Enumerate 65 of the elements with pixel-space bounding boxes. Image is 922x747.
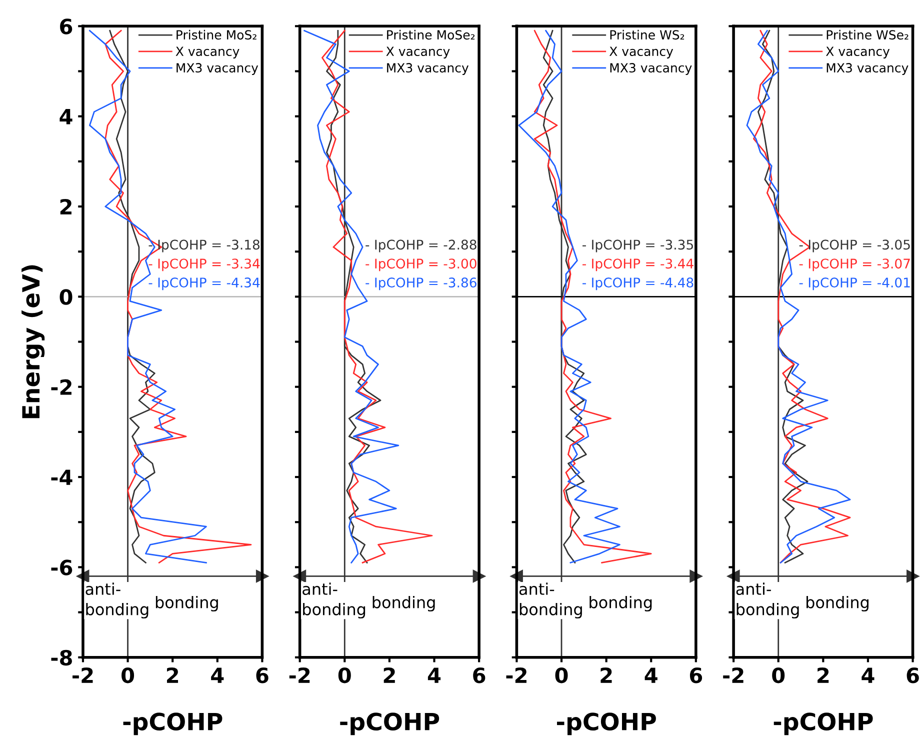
annotation: - IpCOHP = -2.88 bbox=[366, 240, 476, 252]
x-axis-title: -pCOHP bbox=[557, 712, 656, 736]
annotation: - IpCOHP = -3.18 bbox=[148, 240, 260, 252]
x-tick-label: 0 bbox=[772, 667, 785, 684]
legend-label: MX3 vacancy bbox=[610, 63, 692, 75]
annotation: - IpCOHP = -3.34 bbox=[148, 258, 260, 272]
legend-label: X vacancy bbox=[386, 46, 450, 58]
x-tick-label: 0 bbox=[122, 667, 134, 684]
annotation: bonding bbox=[806, 596, 868, 612]
x-tick-label: -2 bbox=[289, 667, 310, 683]
x-axis-title: -pCOHP bbox=[774, 712, 873, 736]
x-axis-title: -pCOHP bbox=[340, 712, 440, 736]
legend-label: Pristine WS₂ bbox=[610, 30, 684, 40]
legend-label: X vacancy bbox=[176, 46, 240, 58]
x-tick-label: 4 bbox=[644, 668, 658, 683]
y-tick-label: -2 bbox=[51, 379, 72, 395]
x-tick-label: 2 bbox=[600, 667, 612, 683]
legend-label: Pristine MoS₂ bbox=[176, 30, 256, 40]
legend-label: X vacancy bbox=[826, 46, 890, 58]
legend-label: Pristine WSe₂ bbox=[826, 30, 908, 40]
annotation: - IpCOHP = -3.44 bbox=[582, 258, 694, 272]
annotation: - IpCOHP = -3.07 bbox=[799, 258, 910, 272]
annotation: anti- bonding bbox=[302, 582, 366, 618]
legend-label: Pristine MoSe₂ bbox=[387, 30, 475, 40]
y-axis-title: Energy (eV) bbox=[22, 265, 45, 418]
annotation: anti- bonding bbox=[86, 582, 148, 618]
legend-label: MX3 vacancy bbox=[387, 63, 469, 75]
annotation: - IpCOHP = -4.48 bbox=[582, 278, 694, 290]
x-tick-label: 2 bbox=[818, 667, 829, 683]
x-tick-label: 6 bbox=[256, 667, 268, 684]
x-tick-label: -2 bbox=[723, 667, 744, 683]
annotation: bonding bbox=[156, 596, 218, 612]
annotation: - IpCOHP = -3.00 bbox=[366, 258, 476, 272]
x-tick-label: 6 bbox=[690, 667, 702, 684]
annotation: - IpCOHP = -3.05 bbox=[799, 240, 910, 252]
annotation: - IpCOHP = -4.34 bbox=[148, 278, 260, 290]
annotation: - IpCOHP = -3.86 bbox=[366, 278, 476, 290]
x-tick-label: 4 bbox=[862, 668, 874, 683]
x-tick-label: 6 bbox=[473, 667, 486, 684]
annotation: bonding bbox=[590, 596, 652, 612]
x-tick-label: 2 bbox=[166, 667, 178, 683]
legend-label: MX3 vacancy bbox=[176, 63, 258, 75]
y-tick-label: 4 bbox=[60, 109, 72, 124]
annotation: - IpCOHP = -4.01 bbox=[799, 278, 910, 290]
x-tick-label: 4 bbox=[428, 668, 441, 683]
y-tick-label: -4 bbox=[51, 470, 72, 485]
y-tick-label: -6 bbox=[51, 560, 72, 576]
y-tick-label: 0 bbox=[60, 289, 72, 305]
x-tick-label: 2 bbox=[384, 667, 395, 683]
annotation: - IpCOHP = -3.35 bbox=[582, 240, 693, 252]
x-tick-label: -2 bbox=[506, 667, 526, 683]
x-tick-label: -2 bbox=[72, 667, 93, 683]
x-tick-label: 0 bbox=[338, 667, 351, 684]
annotation: bonding bbox=[372, 596, 435, 612]
annotation: anti- bonding bbox=[736, 582, 799, 618]
y-tick-label: 2 bbox=[60, 198, 72, 214]
legend-label: X vacancy bbox=[609, 46, 674, 58]
annotation: anti- bonding bbox=[519, 582, 582, 618]
legend-label: MX3 vacancy bbox=[826, 63, 908, 75]
y-tick-label: -8 bbox=[51, 650, 72, 666]
x-tick-label: 4 bbox=[211, 668, 224, 683]
x-tick-label: 6 bbox=[906, 667, 919, 684]
x-axis-title: -pCOHP bbox=[123, 712, 222, 736]
x-tick-label: 0 bbox=[555, 667, 568, 684]
y-tick-label: 6 bbox=[60, 18, 72, 34]
